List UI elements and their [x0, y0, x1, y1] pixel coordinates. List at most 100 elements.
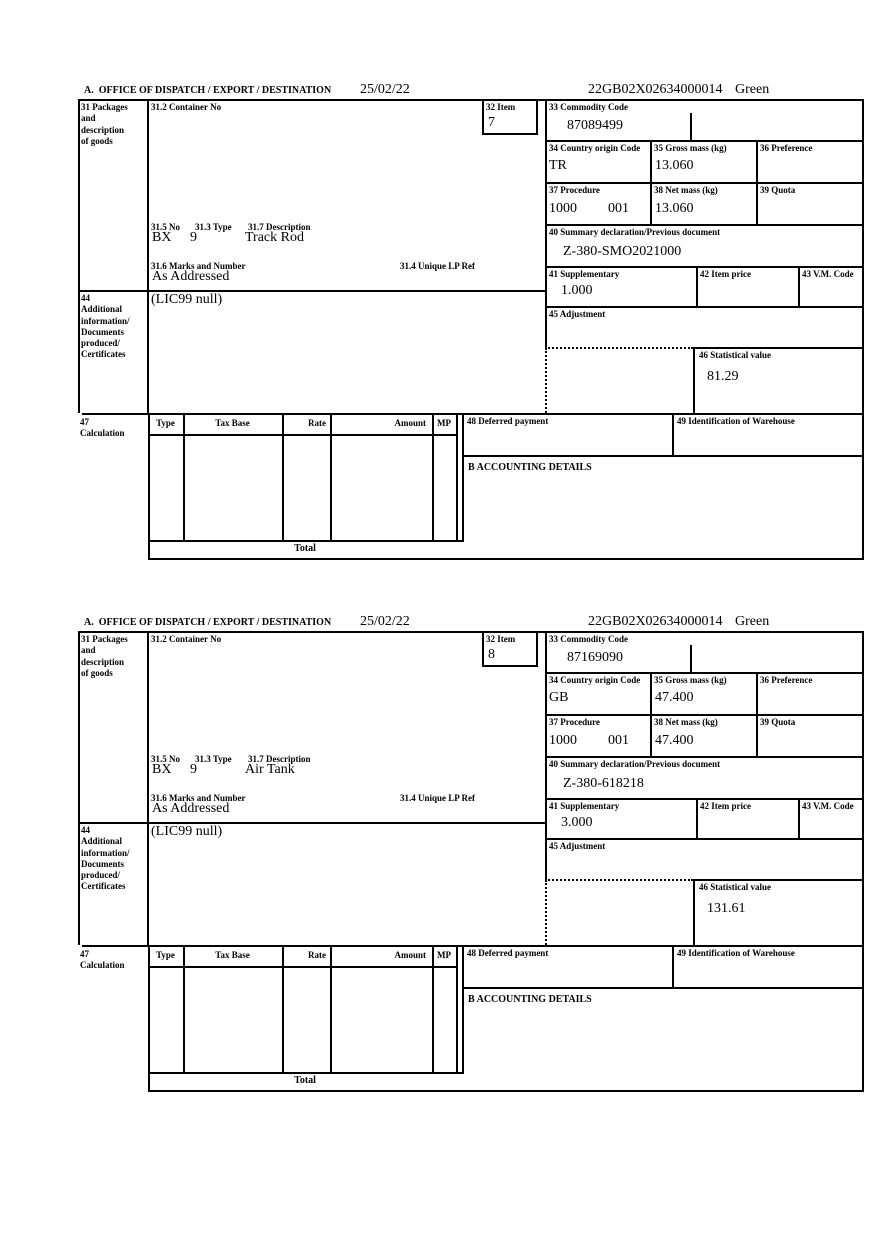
- container-no-label: 31.2 Container No: [151, 634, 222, 644]
- dispatch-date: 25/02/22: [360, 82, 410, 97]
- grid-line: [330, 945, 332, 1072]
- calc-header-amount: Amount: [394, 950, 426, 960]
- unique-lp-ref-label: 31.4 Unique LP Ref: [400, 793, 476, 803]
- unique-lp-ref-label: 31.4 Unique LP Ref: [400, 261, 476, 271]
- grid-line: [148, 1072, 464, 1074]
- grid-line: [693, 347, 864, 349]
- supplementary-value: 1.000: [561, 283, 593, 298]
- grid-line: [82, 945, 864, 947]
- declaration-item-copy-1: A. OFFICE OF DISPATCH / EXPORT / DESTINA…: [78, 82, 864, 562]
- calc-total-label: Total: [294, 1075, 316, 1086]
- grid-line: [147, 631, 149, 945]
- grid-line: [545, 798, 864, 800]
- declaration-reference: 22GB02X02634000014: [588, 614, 723, 629]
- grid-line: [462, 987, 864, 989]
- grid-line: [462, 413, 464, 540]
- previous-document-label: 40 Summary declaration/Previous document: [549, 759, 721, 769]
- deferred-payment-label: 48 Deferred payment: [467, 948, 549, 958]
- calc-total-label: Total: [294, 543, 316, 554]
- net-mass-label: 38 Net mass (kg): [654, 185, 718, 195]
- net-mass-label: 38 Net mass (kg): [654, 717, 718, 727]
- section-b-title: B ACCOUNTING DETAILS: [468, 462, 592, 473]
- package-no-label: 31.5 No: [151, 754, 180, 764]
- dotted-grid-line: [545, 880, 547, 945]
- description-label: 31.7 Description: [248, 754, 311, 764]
- grid-line: [183, 413, 185, 540]
- grid-line: [330, 413, 332, 540]
- warehouse-id-label: 49 Identification of Warehouse: [677, 948, 795, 958]
- grid-line: [545, 224, 864, 226]
- supplementary-value: 3.000: [561, 815, 593, 830]
- grid-line: [148, 558, 864, 560]
- package-no-value: BX: [152, 230, 172, 245]
- package-type-label: 31.3 Type: [195, 754, 232, 764]
- grid-line: [78, 822, 547, 824]
- grid-line: [862, 99, 864, 560]
- previous-document-value: Z-380-SMO2021000: [563, 244, 682, 259]
- procedure-suffix-value: 001: [608, 201, 629, 216]
- grid-line: [148, 1090, 864, 1092]
- goods-description-value: Track Rod: [245, 230, 304, 245]
- supplementary-label: 41 Supplementary: [549, 269, 620, 279]
- grid-line: [482, 99, 484, 135]
- marks-numbers-value: As Addressed: [152, 801, 230, 816]
- grid-line: [78, 99, 80, 413]
- box-32-label: 32 Item: [486, 634, 516, 644]
- preference-label: 36 Preference: [760, 143, 813, 153]
- deferred-payment-label: 48 Deferred payment: [467, 416, 549, 426]
- grid-line: [482, 665, 538, 667]
- gross-mass-label: 35 Gross mass (kg): [654, 675, 727, 685]
- grid-line: [148, 413, 150, 560]
- calc-header-type: Type: [156, 418, 175, 428]
- adjustment-label: 45 Adjustment: [549, 309, 606, 319]
- grid-line: [545, 714, 864, 716]
- grid-line: [693, 879, 695, 945]
- net-mass-value: 47.400: [655, 733, 694, 748]
- grid-line: [78, 99, 864, 101]
- procedure-label: 37 Procedure: [549, 717, 600, 727]
- grid-line: [545, 838, 864, 840]
- dotted-grid-line: [545, 879, 693, 881]
- grid-line: [798, 798, 800, 838]
- grid-line: [78, 290, 547, 292]
- declaration-reference: 22GB02X02634000014: [588, 82, 723, 97]
- commodity-code-label: 33 Commodity Code: [549, 102, 628, 112]
- grid-line: [78, 631, 864, 633]
- grid-line: [482, 631, 484, 667]
- grid-line: [462, 945, 464, 1072]
- calc-header-type: Type: [156, 950, 175, 960]
- statistical-value: 81.29: [707, 369, 739, 384]
- previous-document-label: 40 Summary declaration/Previous document: [549, 227, 721, 237]
- grid-line: [148, 945, 150, 1092]
- grid-line: [148, 434, 458, 436]
- statistical-value: 131.61: [707, 901, 746, 916]
- grid-line: [696, 798, 698, 838]
- vm-code-label: 43 V.M. Code: [802, 801, 854, 811]
- calc-header-rate: Rate: [308, 950, 326, 960]
- grid-line: [545, 756, 864, 758]
- box-47-label: 47 Calculation: [80, 949, 125, 971]
- section-b-title: B ACCOUNTING DETAILS: [468, 994, 592, 1005]
- commodity-code-label: 33 Commodity Code: [549, 634, 628, 644]
- quota-label: 39 Quota: [760, 717, 796, 727]
- additional-information-value: (LIC99 null): [151, 824, 223, 839]
- routing-status: Green: [735, 82, 770, 97]
- grid-line: [545, 672, 864, 674]
- country-origin-label: 34 Country origin Code: [549, 143, 641, 153]
- grid-line: [862, 631, 864, 1092]
- grid-line: [456, 945, 458, 1072]
- country-origin-value: TR: [549, 158, 567, 173]
- net-mass-value: 13.060: [655, 201, 694, 216]
- grid-line: [545, 140, 864, 142]
- package-type-value: 9: [190, 762, 197, 777]
- procedure-value: 1000: [549, 733, 577, 748]
- item-number-value: 8: [488, 647, 495, 662]
- package-no-label: 31.5 No: [151, 222, 180, 232]
- grid-line: [672, 945, 674, 987]
- calc-header-rate: Rate: [308, 418, 326, 428]
- marks-numbers-label: 31.6 Marks and Number: [151, 261, 246, 271]
- calc-header-tax-base: Tax Base: [215, 418, 250, 428]
- procedure-suffix-value: 001: [608, 733, 629, 748]
- box-31-label: 31 Packages and description of goods: [81, 634, 128, 678]
